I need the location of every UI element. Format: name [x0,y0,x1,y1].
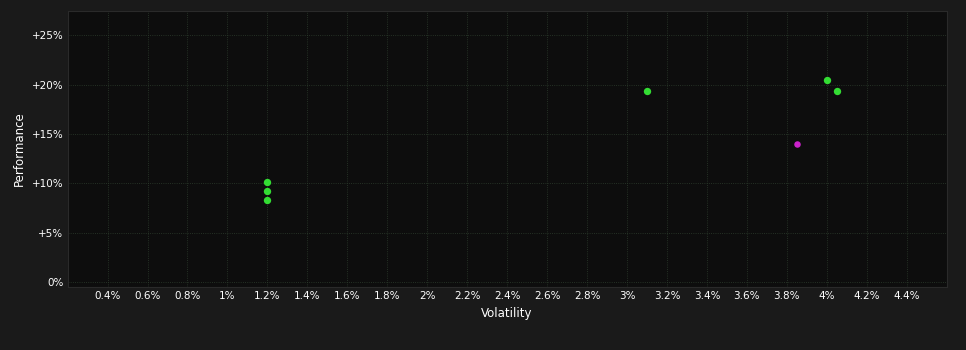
Point [260,180,275,185]
X-axis label: Volatility: Volatility [481,307,533,320]
Point [639,89,655,94]
Y-axis label: Performance: Performance [14,111,26,186]
Point [260,197,275,203]
Point [829,89,844,94]
Point [789,141,805,147]
Point [260,188,275,194]
Point [819,77,835,83]
